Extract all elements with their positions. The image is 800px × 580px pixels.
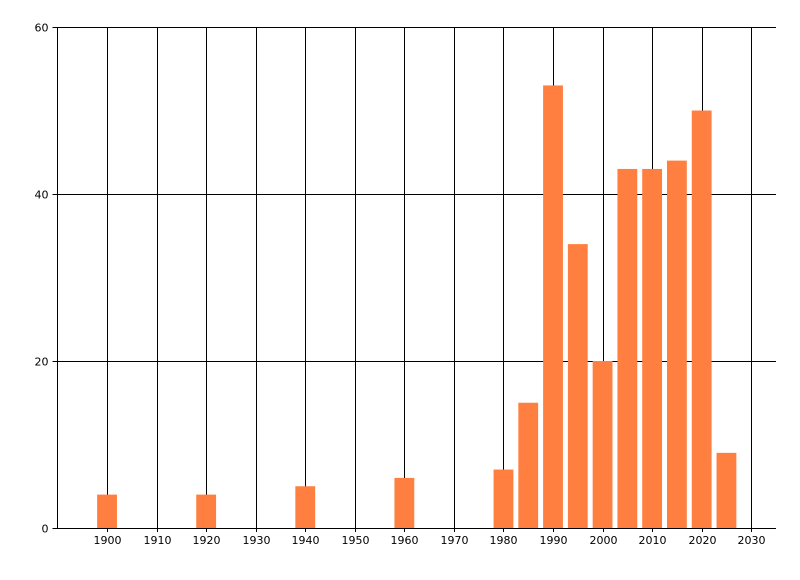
x-tick-label: 1960 <box>391 534 419 547</box>
x-tick-label: 1930 <box>243 534 271 547</box>
x-tick-label: 1980 <box>490 534 518 547</box>
bar-2000 <box>592 361 613 528</box>
x-tick-label: 1970 <box>441 534 469 547</box>
bar-2015 <box>666 160 687 528</box>
bar-1980 <box>493 469 514 528</box>
bar-1985 <box>518 402 539 528</box>
bar-1940 <box>295 486 316 528</box>
x-tick-label: 1910 <box>144 534 172 547</box>
bar-2005 <box>617 168 638 528</box>
x-tick-label: 1900 <box>94 534 122 547</box>
y-tick-label: 20 <box>35 356 49 369</box>
bar-2010 <box>642 168 663 528</box>
x-tick-label: 2020 <box>689 534 717 547</box>
x-tick-label: 1950 <box>342 534 370 547</box>
bar-1920 <box>196 494 217 528</box>
bar-1900 <box>97 494 117 528</box>
bar-2020 <box>691 110 712 528</box>
x-tick-label: 1940 <box>292 534 320 547</box>
bar-1990 <box>543 85 563 528</box>
y-tick-label: 40 <box>35 189 49 202</box>
x-tick-label: 2000 <box>590 534 618 547</box>
x-tick-label: 1920 <box>193 534 221 547</box>
x-tick-label: 2010 <box>639 534 667 547</box>
x-tick-label: 2030 <box>738 534 766 547</box>
bar-2025 <box>716 452 737 528</box>
bar-1995 <box>567 244 588 528</box>
y-tick-label: 0 <box>42 523 49 536</box>
x-tick-label: 1990 <box>540 534 568 547</box>
bar-1960 <box>394 477 415 528</box>
y-tick-label: 60 <box>35 22 49 35</box>
